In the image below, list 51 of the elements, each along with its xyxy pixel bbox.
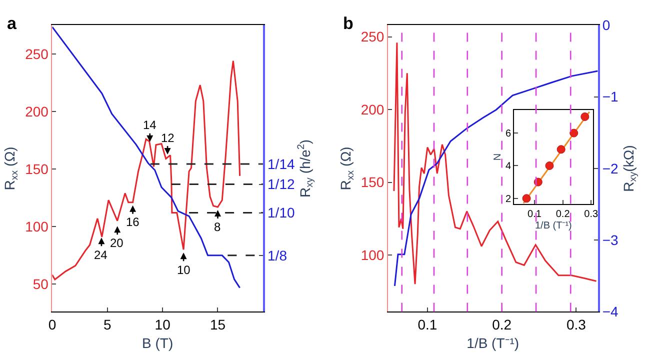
line-series [52, 26, 241, 289]
annotation: 10 [177, 263, 191, 277]
y-tick-label: 100 [360, 246, 384, 263]
x-tick-label: 0.2 [556, 208, 570, 220]
x-tick-label: 0.1 [528, 208, 542, 220]
y2-tick-label: −4 [602, 304, 618, 320]
x-tick-label: 10 [154, 316, 171, 333]
y2-tick-label: 0 [602, 17, 610, 34]
annotation: 8 [214, 220, 221, 234]
x-tick-label: 15 [210, 316, 226, 333]
y-tick-label: 150 [360, 174, 384, 190]
x-axis-title: 1/B (T⁻¹) [535, 220, 572, 232]
y-tick-label: 250 [360, 28, 384, 45]
x-tick-label: 5 [104, 316, 112, 333]
y2-tick-label: 1/8 [268, 247, 288, 264]
y-tick-label: 200 [25, 103, 49, 120]
y-tick-label: 4 [506, 161, 512, 172]
x-tick-label: 0.3 [584, 208, 599, 220]
point [522, 194, 531, 203]
y-tick-label: 2 [506, 194, 512, 205]
x-tick-label: 0 [48, 316, 56, 333]
y-tick-label: 150 [25, 160, 49, 177]
y-tick-label: 100 [25, 218, 49, 234]
y2-tick-label: −2 [602, 160, 618, 176]
x-tick-label: 0.2 [492, 316, 512, 333]
annotation: 12 [161, 131, 175, 145]
point [580, 112, 590, 121]
chart-title: b [343, 14, 354, 33]
y2-tick-label: 1/10 [268, 204, 295, 221]
annotation: 24 [94, 248, 108, 262]
y-tick-label: 6 [506, 128, 512, 140]
chart-title: a [7, 14, 17, 33]
y-axis-title: N [492, 153, 504, 161]
y-tick-label: 200 [360, 101, 384, 118]
y2-tick-label: 1/12 [268, 176, 295, 192]
line-series [52, 60, 241, 280]
point [545, 161, 554, 170]
y2-tick-label: −3 [602, 232, 618, 248]
annotation: 16 [126, 215, 140, 229]
y-tick-label: 250 [25, 46, 49, 62]
y2-tick-label: −1 [602, 88, 618, 105]
x-axis-title: 1/B (T⁻¹) [466, 334, 520, 351]
point [556, 145, 566, 154]
x-axis-title: B (T) [142, 334, 174, 351]
y2-tick-label: 1/14 [268, 156, 295, 172]
annotation: 14 [143, 118, 157, 132]
point [570, 128, 578, 138]
y-tick-label: 50 [32, 276, 49, 292]
x-tick-label: 0.3 [566, 316, 586, 333]
annotation: 20 [110, 236, 124, 250]
x-tick-label: 0.1 [418, 316, 438, 333]
